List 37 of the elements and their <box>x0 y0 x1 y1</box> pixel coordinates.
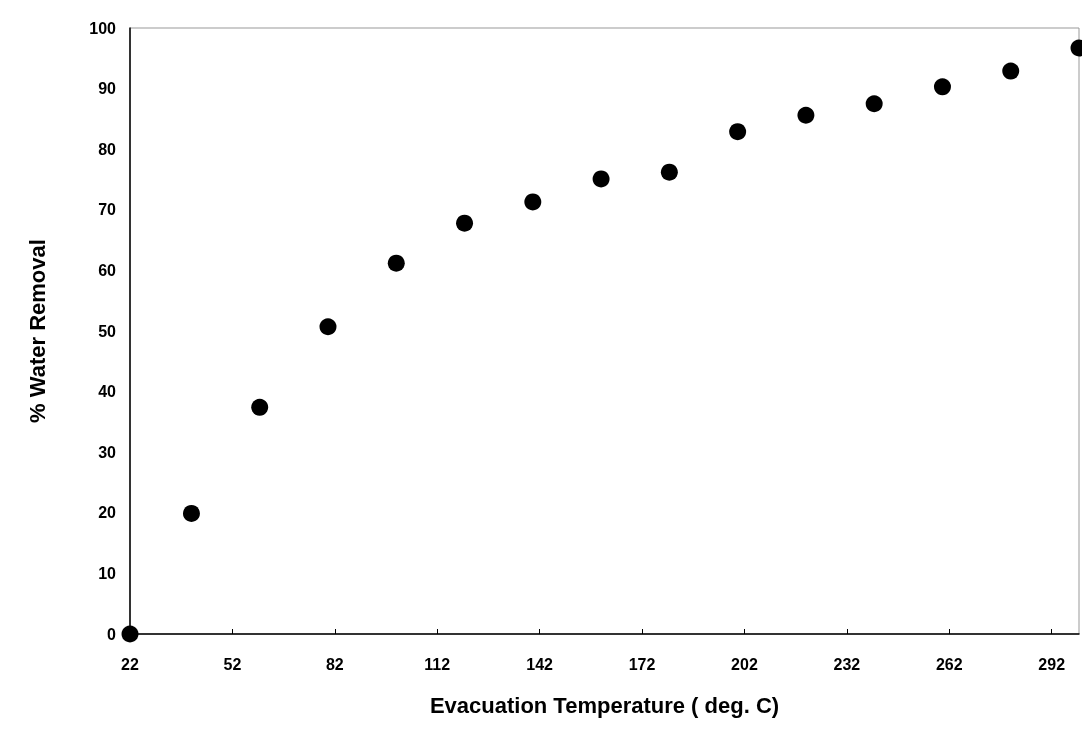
point <box>660 163 678 181</box>
point <box>121 625 139 643</box>
y-tick-label: 100 <box>89 19 117 37</box>
y-axis-title: % Water Removal <box>24 239 50 423</box>
x-tick-label: 262 <box>935 655 963 673</box>
y-tick-label: 40 <box>98 383 117 401</box>
point <box>456 214 474 232</box>
x-tick-label: 172 <box>628 655 656 673</box>
x-tick-label: 112 <box>424 655 451 673</box>
x-axis-title: Evacuation Temperature ( deg. C) <box>429 692 780 718</box>
point <box>592 170 610 188</box>
point <box>933 78 951 96</box>
y-tick-label: 50 <box>98 322 117 340</box>
x-tick-label: 82 <box>325 655 344 673</box>
y-tick-label: 90 <box>98 80 117 98</box>
point <box>251 398 269 416</box>
y-tick-label: 30 <box>98 443 117 461</box>
point <box>865 95 883 113</box>
point <box>797 106 815 124</box>
point <box>182 504 200 522</box>
point <box>319 318 337 336</box>
y-tick-label: 60 <box>98 261 117 279</box>
x-tick-label: 292 <box>1038 655 1066 673</box>
y-tick-label: 70 <box>98 201 117 219</box>
point <box>1002 62 1020 80</box>
point <box>729 123 747 141</box>
y-tick-label: 80 <box>98 140 117 158</box>
x-tick-label: 142 <box>526 655 554 673</box>
point <box>524 193 542 211</box>
y-tick-label: 0 <box>107 625 117 643</box>
x-tick-label: 202 <box>731 655 758 673</box>
x-tick-label: 232 <box>833 655 861 673</box>
y-tick-label: 10 <box>98 564 117 582</box>
x-tick-label: 22 <box>121 655 139 673</box>
x-tick-label: 52 <box>223 655 242 673</box>
point <box>387 254 405 272</box>
y-tick-label: 20 <box>98 504 117 522</box>
